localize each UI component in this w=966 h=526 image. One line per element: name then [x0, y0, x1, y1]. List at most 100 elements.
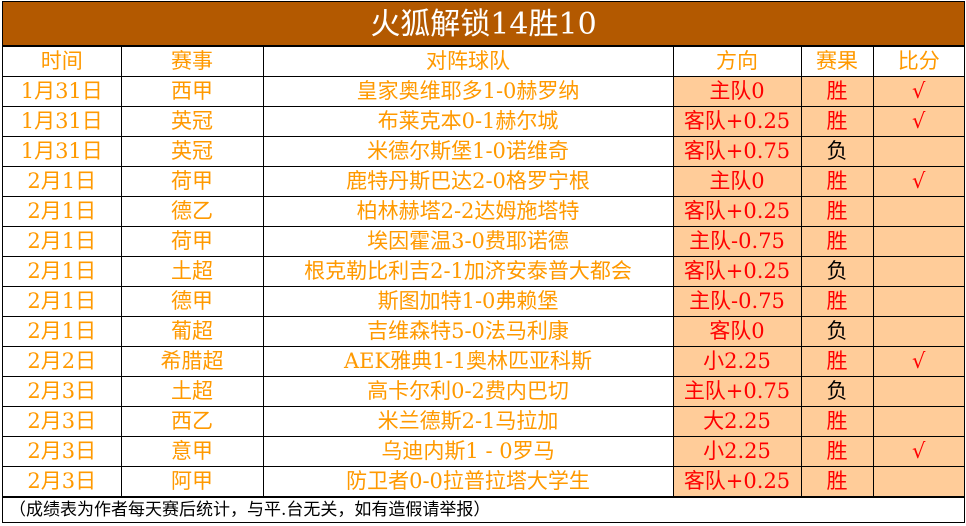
time-cell: 2月3日	[3, 406, 122, 437]
table-row: 2月3日 土超 高卡尔利0-2费内巴切 主队+0.75 负	[3, 376, 964, 407]
header-league: 赛事	[120, 46, 264, 77]
pick-cell: 主队-0.75	[672, 226, 802, 257]
league-cell: 土超	[120, 376, 264, 407]
match-cell: 高卡尔利0-2费内巴切	[262, 376, 674, 407]
match-cell: 吉维森特5-0法马利康	[262, 316, 674, 347]
time-cell: 2月1日	[3, 196, 122, 227]
table-row: 1月31日 西甲 皇家奥维耶多1-0赫罗纳 主队0 胜 √	[3, 76, 964, 107]
score-cell	[872, 136, 964, 167]
league-cell: 西乙	[120, 406, 264, 437]
match-cell: 埃因霍温3-0费耶诺德	[262, 226, 674, 257]
league-cell: 英冠	[120, 136, 264, 167]
match-cell: 柏林赫塔2-2达姆施塔特	[262, 196, 674, 227]
league-cell: 希腊超	[120, 346, 264, 377]
time-cell: 2月1日	[3, 166, 122, 197]
table-row: 2月3日 西乙 米兰德斯2-1马拉加 大2.25 胜	[3, 406, 964, 437]
pick-cell: 主队+0.75	[672, 376, 802, 407]
result-cell: 胜	[800, 286, 874, 317]
pick-cell: 小2.25	[672, 346, 802, 377]
result-cell: 负	[800, 136, 874, 167]
score-cell	[872, 226, 964, 257]
match-cell: 防卫者0-0拉普拉塔大学生	[262, 466, 674, 497]
match-cell: 鹿特丹斯巴达2-0格罗宁根	[262, 166, 674, 197]
time-cell: 2月1日	[3, 256, 122, 287]
result-cell: 胜	[800, 196, 874, 227]
league-cell: 德乙	[120, 196, 264, 227]
time-cell: 1月31日	[3, 106, 122, 137]
header-time: 时间	[3, 46, 122, 77]
table-row: 2月1日 土超 根克勒比利吉2-1加济安泰普大都会 客队+0.25 负	[3, 256, 964, 287]
time-cell: 2月1日	[3, 316, 122, 347]
score-cell	[872, 406, 964, 437]
result-cell: 胜	[800, 166, 874, 197]
header-row: 时间 赛事 对阵球队 方向 赛果 比分	[3, 46, 964, 77]
time-cell: 2月1日	[3, 286, 122, 317]
score-cell: √	[872, 106, 964, 137]
table-row: 2月1日 葡超 吉维森特5-0法马利康 客队0 负	[3, 316, 964, 347]
match-cell: 乌迪内斯1 - 0罗马	[262, 436, 674, 467]
header-match: 对阵球队	[262, 46, 674, 77]
time-cell: 2月1日	[3, 226, 122, 257]
score-cell: √	[872, 76, 964, 107]
score-cell	[872, 256, 964, 287]
match-cell: 米兰德斯2-1马拉加	[262, 406, 674, 437]
table-row: 1月31日 英冠 布莱克本0-1赫尔城 客队+0.25 胜 √	[3, 106, 964, 137]
time-cell: 2月3日	[3, 436, 122, 467]
league-cell: 荷甲	[120, 226, 264, 257]
footer-note: （成绩表为作者每天赛后统计，与平.台无关，如有造假请举报）	[3, 497, 964, 522]
time-cell: 2月3日	[3, 376, 122, 407]
match-cell: 皇家奥维耶多1-0赫罗纳	[262, 76, 674, 107]
time-cell: 1月31日	[3, 136, 122, 167]
table-row: 2月3日 阿甲 防卫者0-0拉普拉塔大学生 客队+0.25 胜	[3, 466, 964, 497]
pick-cell: 大2.25	[672, 406, 802, 437]
score-cell: √	[872, 346, 964, 377]
table-row: 2月1日 德甲 斯图加特1-0弗赖堡 主队-0.75 胜	[3, 286, 964, 317]
result-cell: 负	[800, 256, 874, 287]
results-table: 时间 赛事 对阵球队 方向 赛果 比分 1月31日 西甲 皇家奥维耶多1-0赫罗纳主…	[3, 46, 964, 497]
score-cell	[872, 376, 964, 407]
sheet-title: 火狐解锁14胜10	[3, 2, 964, 46]
match-cell: AEK雅典1-1奥林匹亚科斯	[262, 346, 674, 377]
match-cell: 布莱克本0-1赫尔城	[262, 106, 674, 137]
time-cell: 2月3日	[3, 466, 122, 497]
table-row: 2月1日 德乙 柏林赫塔2-2达姆施塔特 客队+0.25 胜	[3, 196, 964, 227]
result-cell: 胜	[800, 226, 874, 257]
league-cell: 英冠	[120, 106, 264, 137]
time-cell: 1月31日	[3, 76, 122, 107]
header-pick: 方向	[672, 46, 802, 77]
table-row: 2月3日 意甲 乌迪内斯1 - 0罗马 小2.25 胜 √	[3, 436, 964, 467]
league-cell: 阿甲	[120, 466, 264, 497]
pick-cell: 主队0	[672, 166, 802, 197]
pick-cell: 小2.25	[672, 436, 802, 467]
league-cell: 西甲	[120, 76, 264, 107]
league-cell: 意甲	[120, 436, 264, 467]
table-row: 2月1日 荷甲 鹿特丹斯巴达2-0格罗宁根 主队0 胜 √	[3, 166, 964, 197]
result-cell: 胜	[800, 76, 874, 107]
result-cell: 负	[800, 316, 874, 347]
result-cell: 胜	[800, 436, 874, 467]
score-cell: √	[872, 166, 964, 197]
result-cell: 负	[800, 376, 874, 407]
pick-cell: 主队0	[672, 76, 802, 107]
score-cell	[872, 286, 964, 317]
header-result: 赛果	[800, 46, 874, 77]
header-score: 比分	[872, 46, 964, 77]
result-cell: 胜	[800, 466, 874, 497]
result-cell: 胜	[800, 406, 874, 437]
score-cell	[872, 466, 964, 497]
pick-cell: 主队-0.75	[672, 286, 802, 317]
score-cell	[872, 196, 964, 227]
table-row: 1月31日 英冠 米德尔斯堡1-0诺维奇 客队+0.75 负	[3, 136, 964, 167]
match-cell: 米德尔斯堡1-0诺维奇	[262, 136, 674, 167]
match-cell: 根克勒比利吉2-1加济安泰普大都会	[262, 256, 674, 287]
pick-cell: 客队0	[672, 316, 802, 347]
score-cell	[872, 316, 964, 347]
league-cell: 土超	[120, 256, 264, 287]
match-cell: 斯图加特1-0弗赖堡	[262, 286, 674, 317]
result-cell: 胜	[800, 106, 874, 137]
table-row: 2月1日 荷甲 埃因霍温3-0费耶诺德 主队-0.75 胜	[3, 226, 964, 257]
pick-cell: 客队+0.25	[672, 466, 802, 497]
pick-cell: 客队+0.25	[672, 256, 802, 287]
league-cell: 德甲	[120, 286, 264, 317]
